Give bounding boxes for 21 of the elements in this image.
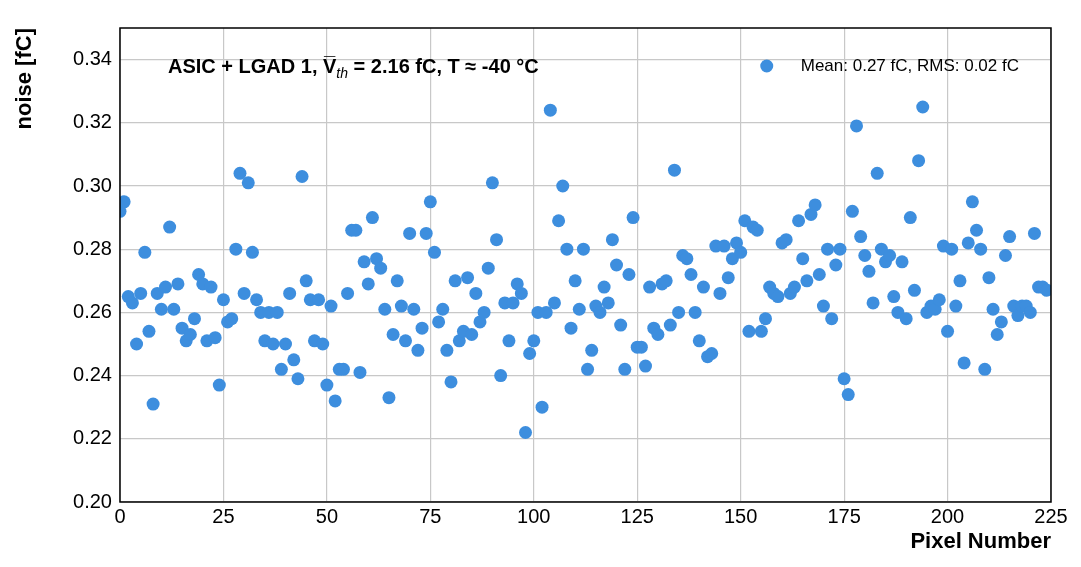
y-tick-label: 0.26 (73, 299, 112, 322)
x-tick-label: 125 (620, 504, 654, 527)
x-tick-label: 75 (419, 504, 442, 527)
x-tick-label: 200 (930, 504, 965, 527)
x-tick-label: 150 (723, 504, 758, 527)
x-axis-title: Pixel Number (910, 527, 1052, 553)
y-tick-label: 0.24 (73, 363, 112, 386)
x-tick-label: 175 (827, 504, 861, 527)
y-tick-label: 0.30 (73, 173, 112, 196)
x-tick-label: 0 (114, 504, 126, 527)
y-tick-label: 0.34 (73, 47, 112, 70)
y-tick-label: 0.22 (73, 426, 112, 449)
x-tick-label: 100 (517, 504, 551, 527)
x-tick-label: 50 (315, 504, 339, 527)
y-tick-label: 0.28 (73, 236, 112, 259)
legend-label: Mean: 0.27 fC, RMS: 0.02 fC (800, 55, 1019, 75)
y-axis-title: noise [fC] (11, 28, 37, 130)
x-tick-label: 25 (212, 504, 235, 527)
y-tick-label: 0.32 (73, 110, 112, 133)
x-tick-label: 225 (1034, 504, 1068, 527)
y-tick-label: 0.20 (73, 489, 112, 512)
